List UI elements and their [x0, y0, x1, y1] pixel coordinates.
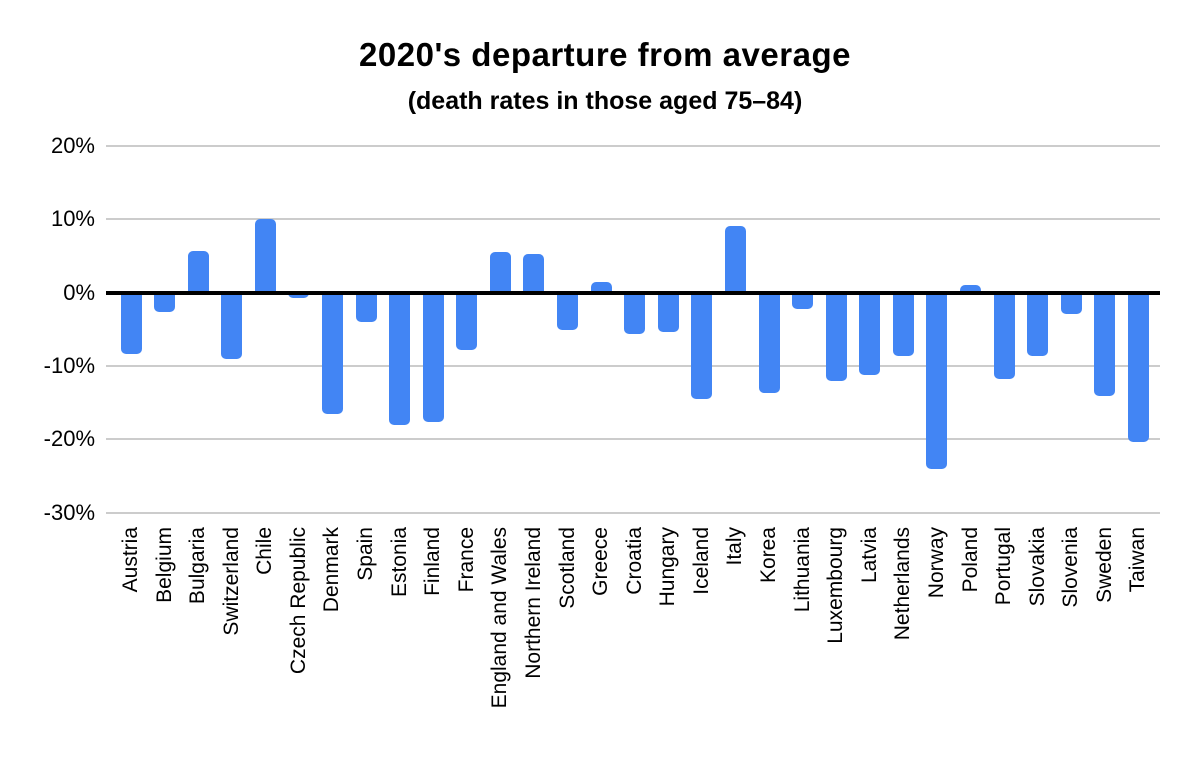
x-tick-label-poland: Poland: [958, 527, 982, 593]
bar-taiwan: [1127, 292, 1149, 442]
y-tick-label--10%: -10%: [43, 352, 95, 378]
x-tick-label-scotland: Scotland: [555, 527, 579, 609]
bar-latvia: [859, 292, 881, 375]
bar-portugal: [993, 292, 1015, 380]
x-tick-label-chile: Chile: [253, 527, 277, 575]
bar-iceland: [691, 292, 713, 399]
x-tick-label-iceland: Iceland: [689, 527, 713, 595]
x-tick-label-austria: Austria: [119, 527, 142, 593]
bar-hungary: [657, 292, 679, 333]
x-tick-label-korea: Korea: [757, 527, 781, 584]
bar-poland: [960, 285, 981, 293]
bar-sweden: [1094, 292, 1116, 397]
x-tick-label-greece: Greece: [589, 527, 613, 596]
x-tick-label-bulgaria: Bulgaria: [186, 527, 210, 605]
y-tick-label-0%: 0%: [63, 279, 95, 305]
bar-northern-ireland: [523, 254, 545, 293]
x-axis-zero-line: [106, 290, 1160, 295]
x-tick-label-italy: Italy: [723, 527, 747, 566]
bar-finland: [422, 292, 444, 422]
bar-france: [456, 292, 478, 350]
bar-belgium: [154, 292, 176, 313]
x-tick-label-latvia: Latvia: [857, 527, 881, 584]
bar-greece: [590, 282, 612, 293]
x-tick-label-denmark: Denmark: [320, 527, 344, 613]
bar-czech-republic: [288, 292, 310, 299]
bar-bulgaria: [187, 251, 209, 293]
x-tick-label-switzerland: Switzerland: [219, 527, 243, 636]
x-tick-label-luxembourg: Luxembourg: [824, 527, 848, 644]
y-tick-label-10%: 10%: [50, 206, 95, 232]
x-tick-label-northern-ireland: Northern Ireland: [521, 527, 545, 679]
x-tick-label-slovenia: Slovenia: [1059, 527, 1083, 608]
x-tick-label-portugal: Portugal: [992, 527, 1016, 606]
x-tick-label-norway: Norway: [924, 527, 948, 599]
x-tick-label-france: France: [454, 527, 478, 593]
x-tick-label-sweden: Sweden: [1092, 527, 1116, 603]
x-tick-label-finland: Finland: [421, 527, 445, 596]
bar-scotland: [557, 292, 579, 330]
x-tick-label-czech-republic: Czech Republic: [286, 527, 310, 675]
bar-slovenia: [1060, 292, 1082, 314]
bar-lithuania: [792, 292, 814, 310]
chart-title: 2020's departure from average: [359, 36, 851, 73]
bar-switzerland: [221, 292, 243, 360]
bar-luxembourg: [825, 292, 847, 381]
bar-croatia: [624, 292, 646, 334]
gridline-20%: [106, 144, 1160, 147]
bar-spain: [355, 292, 377, 322]
bar-italy: [724, 226, 746, 293]
x-tick-label-slovakia: Slovakia: [1025, 527, 1049, 607]
x-tick-label-belgium: Belgium: [152, 527, 176, 603]
gridline--10%: [106, 364, 1160, 367]
bar-korea: [758, 292, 780, 394]
bar-austria: [120, 292, 142, 355]
x-tick-label-hungary: Hungary: [656, 527, 680, 607]
bar-netherlands: [892, 292, 914, 356]
gridline--30%: [106, 511, 1160, 514]
bar-england-and-wales: [489, 252, 511, 293]
bar-estonia: [389, 292, 411, 425]
gridline-10%: [106, 218, 1160, 221]
bar-denmark: [321, 292, 343, 414]
x-tick-label-estonia: Estonia: [387, 527, 411, 598]
y-tick-label-20%: 20%: [50, 132, 95, 158]
x-tick-label-england-and-wales: England and Wales: [488, 527, 512, 709]
bar-chile: [254, 219, 276, 293]
y-tick-label--20%: -20%: [43, 426, 95, 452]
x-tick-label-spain: Spain: [354, 527, 378, 581]
x-tick-label-lithuania: Lithuania: [790, 527, 814, 613]
x-tick-label-taiwan: Taiwan: [1126, 527, 1150, 593]
bar-slovakia: [1027, 292, 1049, 356]
x-tick-label-croatia: Croatia: [622, 527, 646, 595]
x-tick-label-netherlands: Netherlands: [891, 527, 915, 641]
bar-norway: [926, 292, 948, 469]
chart-subtitle: (death rates in those aged 75–84): [407, 87, 803, 115]
y-tick-label--30%: -30%: [43, 499, 95, 525]
gridline--20%: [106, 438, 1160, 441]
